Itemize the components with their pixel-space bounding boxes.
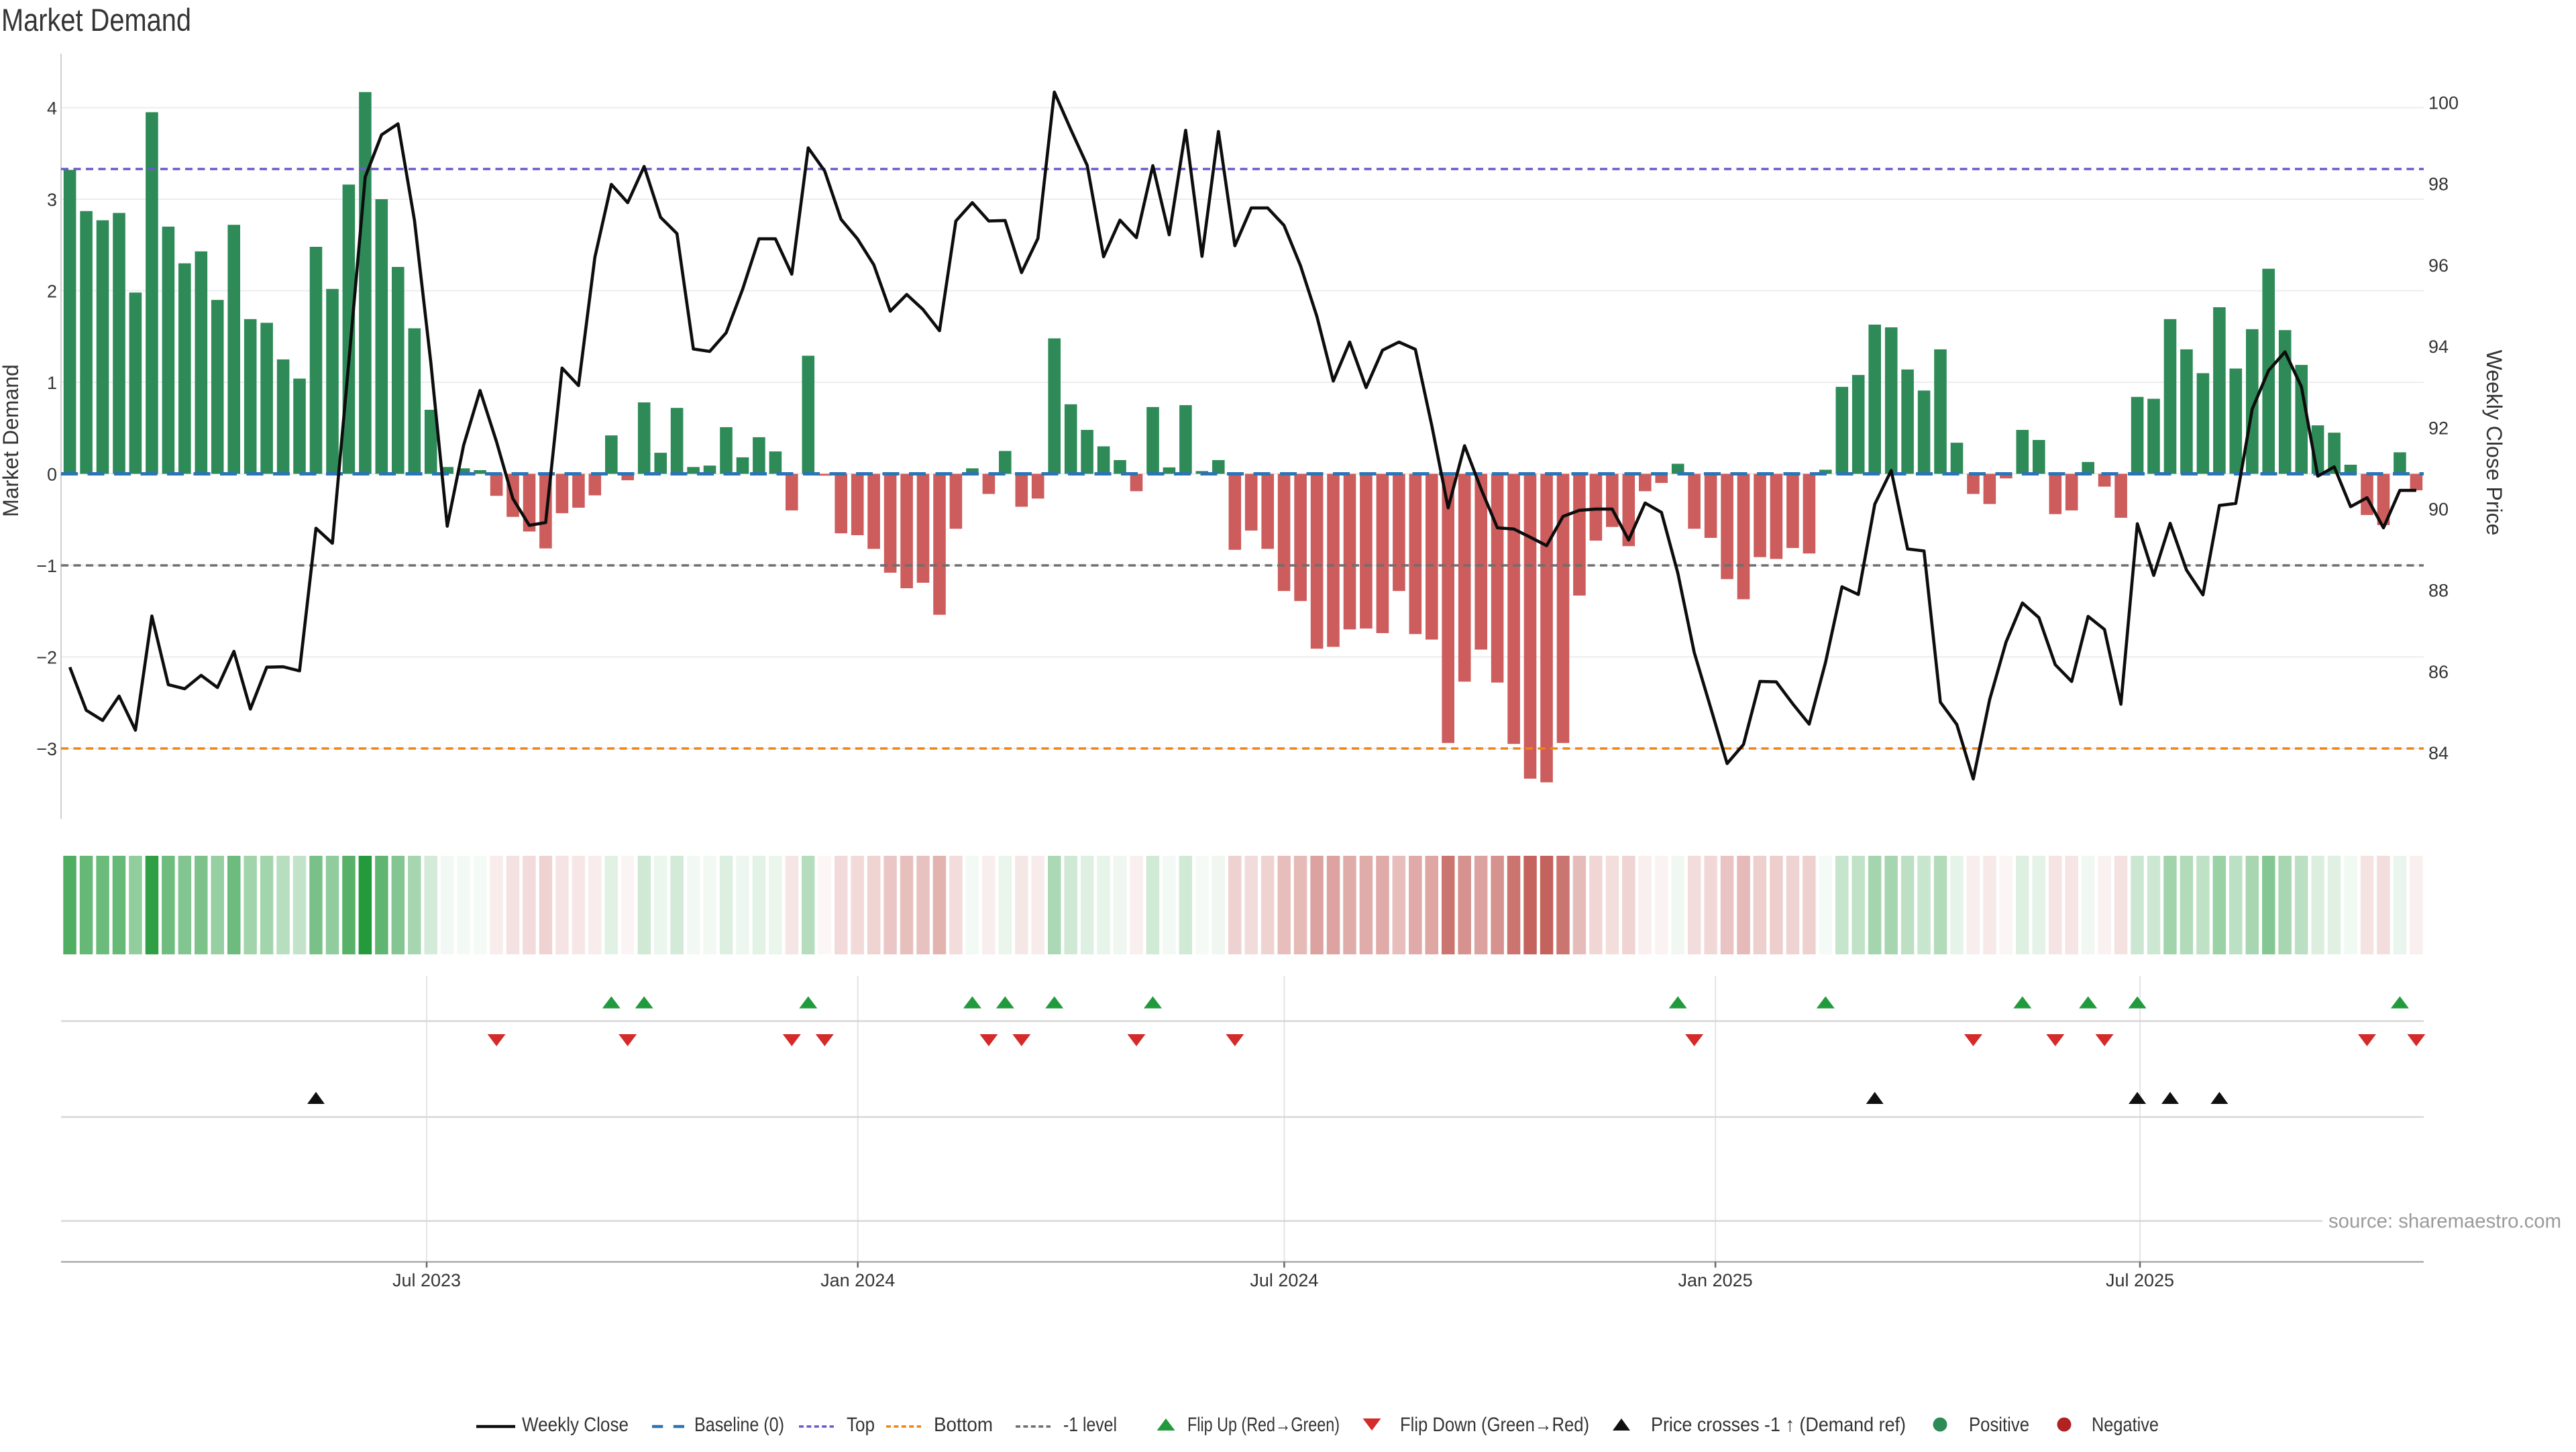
svg-text:94: 94 (2428, 337, 2449, 357)
svg-text:Market Demand: Market Demand (0, 364, 23, 517)
svg-text:86: 86 (2428, 662, 2449, 682)
svg-text:0: 0 (47, 465, 57, 485)
svg-text:90: 90 (2428, 500, 2449, 520)
svg-text:Jan 2025: Jan 2025 (1678, 1270, 1753, 1290)
svg-text:−2: −2 (36, 648, 57, 668)
svg-text:Top: Top (847, 1414, 875, 1436)
svg-text:Jul 2024: Jul 2024 (1250, 1270, 1318, 1290)
svg-text:2: 2 (47, 282, 57, 302)
svg-text:Weekly Close Price: Weekly Close Price (2482, 350, 2506, 536)
svg-text:92: 92 (2428, 418, 2449, 438)
svg-text:Negative: Negative (2092, 1414, 2159, 1436)
svg-text:Flip Up (Red→Green): Flip Up (Red→Green) (1187, 1414, 1340, 1436)
svg-text:Bottom: Bottom (934, 1414, 993, 1436)
svg-text:96: 96 (2428, 256, 2449, 276)
svg-text:Jul 2023: Jul 2023 (392, 1270, 461, 1290)
svg-text:Jul 2025: Jul 2025 (2106, 1270, 2174, 1290)
svg-text:4: 4 (47, 99, 57, 119)
svg-text:100: 100 (2428, 93, 2459, 113)
svg-text:Positive: Positive (1969, 1414, 2029, 1436)
svg-text:84: 84 (2428, 743, 2449, 763)
svg-text:-1 level: -1 level (1063, 1414, 1117, 1436)
svg-text:Market Demand: Market Demand (1, 2, 191, 38)
svg-text:3: 3 (47, 190, 57, 210)
svg-text:88: 88 (2428, 581, 2449, 601)
svg-text:Baseline (0): Baseline (0) (694, 1414, 784, 1436)
svg-text:1: 1 (47, 373, 57, 393)
svg-text:source: sharemaestro.com: source: sharemaestro.com (2328, 1211, 2561, 1233)
svg-text:Jan 2024: Jan 2024 (820, 1270, 895, 1290)
svg-text:−3: −3 (36, 739, 57, 759)
svg-text:Flip Down (Green→Red): Flip Down (Green→Red) (1400, 1414, 1589, 1436)
svg-text:Price crosses -1 ↑ (Demand ref: Price crosses -1 ↑ (Demand ref) (1651, 1414, 1906, 1436)
svg-text:Weekly Close: Weekly Close (522, 1414, 629, 1436)
svg-text:−1: −1 (36, 556, 57, 576)
svg-text:98: 98 (2428, 174, 2449, 194)
